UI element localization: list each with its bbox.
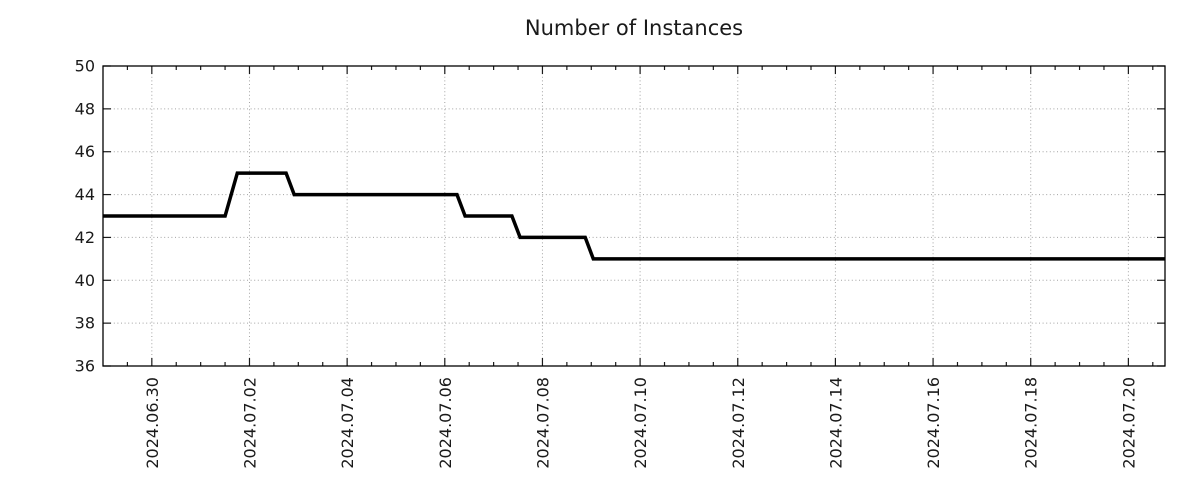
x-tick-label: 2024.07.02 [240, 377, 259, 469]
data-line-instances [103, 171, 1165, 261]
y-tick-label: 40 [75, 271, 95, 290]
y-tick-label: 46 [75, 142, 95, 161]
y-tick-labels: 36 38 40 42 44 46 48 50 [75, 57, 95, 376]
plot-border [102, 65, 1166, 367]
axis-ticks [103, 65, 1165, 367]
gridlines [103, 66, 1165, 366]
plot-area [103, 66, 1165, 366]
x-tick-label: 2024.07.20 [1119, 377, 1138, 469]
y-tick-label: 38 [75, 314, 95, 333]
x-tick-label: 2024.07.18 [1022, 377, 1041, 469]
x-tick-label: 2024.07.10 [631, 377, 650, 469]
y-tick-label: 36 [75, 357, 95, 376]
x-tick-label: 2024.07.08 [533, 377, 552, 469]
x-tick-label: 2024.07.06 [436, 377, 455, 469]
y-tick-label: 48 [75, 99, 95, 118]
y-tick-label: 42 [75, 228, 95, 247]
x-tick-label: 2024.07.12 [729, 377, 748, 469]
x-tick-label: 2024.07.04 [338, 377, 357, 469]
x-tick-label: 2024.07.16 [924, 377, 943, 469]
x-tick-label: 2024.07.14 [826, 377, 845, 469]
y-tick-label: 50 [75, 57, 95, 76]
x-tick-labels: 2024.06.30 2024.07.02 2024.07.04 2024.07.06… [143, 377, 1139, 469]
chart-title: Number of Instances [524, 16, 744, 40]
x-tick-label: 2024.06.30 [143, 377, 162, 469]
y-tick-label: 44 [75, 185, 95, 204]
